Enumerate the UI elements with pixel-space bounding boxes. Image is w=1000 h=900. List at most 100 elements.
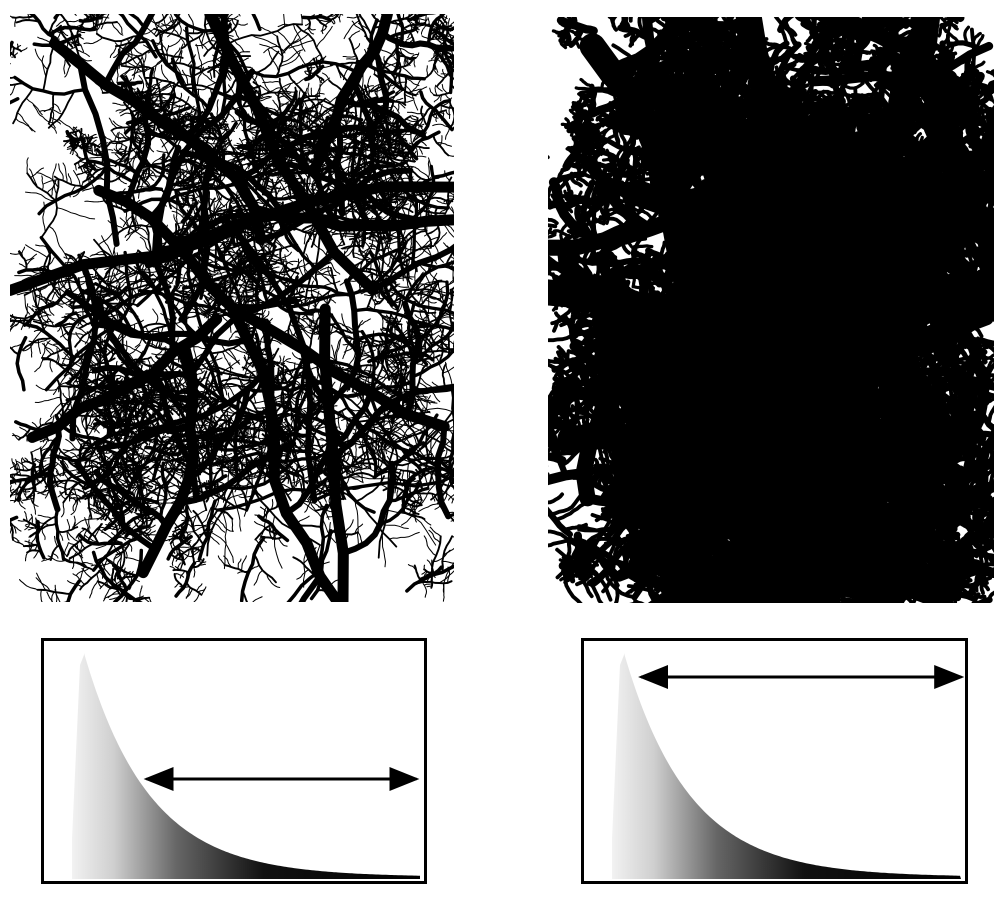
channel-segment [115,548,122,570]
channel-segment [319,303,349,602]
channel-segment [144,513,162,517]
channel-segment [90,378,109,392]
channel-segment [202,186,212,189]
channel-segment [338,96,425,138]
channel-segment [210,336,248,355]
channel-segment [448,494,454,501]
channel-segment [10,83,17,96]
channel-segment [151,394,169,400]
channel-segment [119,381,143,391]
channel-segment [441,83,449,94]
channel-segment [16,289,35,296]
channel-segment [39,447,45,476]
channel-segment [426,288,454,326]
channel-segment [107,220,125,230]
channel-segment [291,352,305,362]
channel-segment [364,186,379,199]
channel-segment [29,343,33,358]
channel-segment [136,125,145,134]
channel-segment [138,505,150,508]
channel-segment [387,486,430,503]
channel-segment [392,81,407,90]
channel-segment [383,96,407,106]
channel-segment [283,411,305,502]
channel-segment [141,270,173,336]
channel-segment [355,475,386,503]
channel-segment [36,172,59,188]
channel-segment [141,171,150,175]
channel-segment [202,439,210,442]
channel-segment [150,356,158,365]
channel-segment [373,445,381,455]
channel-segment [412,242,432,260]
channel-segment [441,560,454,565]
channel-segment [162,387,175,392]
channel-segment [173,289,191,296]
channel-segment [180,29,205,50]
channel-segment [139,236,152,254]
channel-segment [205,197,216,212]
channel-segment [436,199,449,205]
channel-segment [399,47,403,57]
channel-segment [315,25,333,49]
channel-segment [281,49,304,63]
channel-segment [103,590,119,600]
channel-segment [422,281,437,299]
channel-segment [415,86,428,96]
channel-segment [345,467,372,475]
channel-segment [10,485,14,494]
channel-segment [313,323,317,333]
channel-segment [344,142,371,150]
channel-segment [18,263,27,269]
channel-segment [386,152,389,170]
channel-segment [372,332,403,348]
channel-segment [276,176,290,198]
channel-segment [125,52,130,67]
channel-segment [36,312,46,333]
channel-segment [269,372,287,381]
channel-segment [147,92,201,113]
channel-segment [334,322,353,334]
channel-segment [298,282,305,291]
channel-segment [138,74,145,94]
channel-segment [132,143,141,148]
channel-segment [251,474,254,495]
channel-segment [300,98,343,110]
channel-segment [239,223,280,238]
channel-segment [397,101,400,112]
channel-segment [298,299,310,307]
channel-segment [149,19,166,34]
channel-segment [426,245,438,265]
channel-segment [11,458,16,470]
channel-segment [51,109,56,129]
channel-segment [288,386,304,393]
channel-segment [282,140,294,147]
channel-segment [18,486,31,493]
channel-segment [240,415,248,444]
channel-segment [113,554,117,565]
channel-segment [102,81,113,93]
channel-segment [94,365,101,385]
channel-segment [41,340,51,359]
channel-segment [195,266,198,278]
channel-segment [262,349,273,354]
channel-segment [275,302,314,316]
channel-segment [353,75,372,106]
channel-segment [161,84,175,91]
channel-segment [192,509,219,548]
channel-segment [168,261,175,271]
channel-segment [183,295,188,307]
channel-segment [251,344,260,368]
channel-segment [423,475,429,487]
channel-segment [103,135,113,143]
channel-segment [289,323,303,333]
channel-segment [176,217,180,236]
channel-segment [10,473,32,479]
channel-segment [325,243,345,254]
channel-segment [232,347,250,356]
channel-segment [192,177,199,184]
channel-segment [370,438,376,452]
channel-segment [352,307,430,326]
channel-segment [93,505,105,509]
channel-segment [46,423,62,513]
